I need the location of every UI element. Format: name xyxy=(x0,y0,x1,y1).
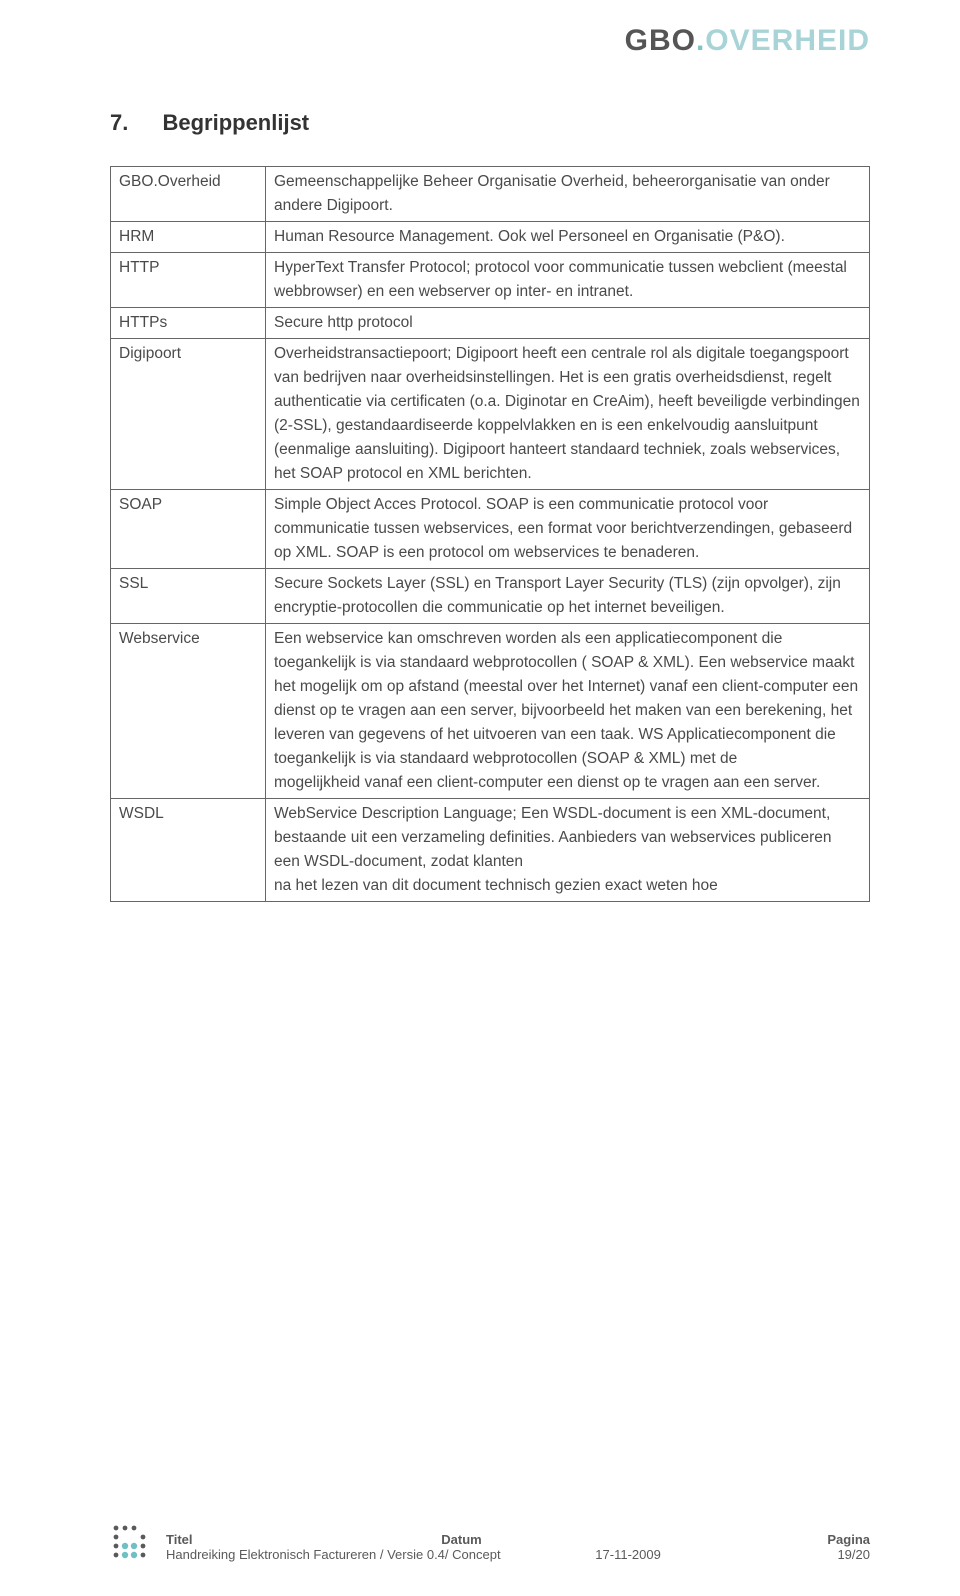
glossary-definition: Een webservice kan omschreven worden als… xyxy=(266,624,870,799)
heading-title: Begrippenlijst xyxy=(162,110,309,135)
brand-gbo: GBO xyxy=(625,24,696,57)
glossary-term: HTTPs xyxy=(111,308,266,339)
glossary-definition: HyperText Transfer Protocol; protocol vo… xyxy=(266,253,870,308)
glossary-definition: WebService Description Language; Een WSD… xyxy=(266,799,870,902)
page: GBO.OVERHEID 7. Begrippenlijst GBO.Overh… xyxy=(0,0,960,1596)
footer-logo-icon xyxy=(110,1522,154,1562)
glossary-tbody: GBO.OverheidGemeenschappelijke Beheer Or… xyxy=(111,167,870,902)
glossary-definition: Overheidstransactiepoort; Digipoort heef… xyxy=(266,339,870,490)
table-row: SSLSecure Sockets Layer (SSL) en Transpo… xyxy=(111,569,870,624)
footer-date: 17-11-2009 xyxy=(595,1547,715,1562)
glossary-definition: Secure http protocol xyxy=(266,308,870,339)
footer-value-row: Handreiking Elektronisch Factureren / Ve… xyxy=(166,1547,870,1562)
glossary-definition: Secure Sockets Layer (SSL) en Transport … xyxy=(266,569,870,624)
glossary-term: WSDL xyxy=(111,799,266,902)
table-row: GBO.OverheidGemeenschappelijke Beheer Or… xyxy=(111,167,870,222)
heading-number: 7. xyxy=(110,110,158,136)
footer-doc-title: Handreiking Elektronisch Factureren / Ve… xyxy=(166,1547,501,1562)
glossary-definition: Simple Object Acces Protocol. SOAP is ee… xyxy=(266,490,870,569)
page-footer: Titel Datum Pagina Handreiking Elektroni… xyxy=(110,1522,870,1562)
footer-label-pagina: Pagina xyxy=(810,1532,870,1547)
glossary-term: HRM xyxy=(111,222,266,253)
glossary-term: SSL xyxy=(111,569,266,624)
brand-logo: GBO.OVERHEID xyxy=(625,24,870,58)
glossary-term: HTTP xyxy=(111,253,266,308)
table-row: SOAPSimple Object Acces Protocol. SOAP i… xyxy=(111,490,870,569)
glossary-term: Webservice xyxy=(111,624,266,799)
brand-dot: . xyxy=(696,24,705,57)
table-row: WSDLWebService Description Language; Een… xyxy=(111,799,870,902)
table-row: HRMHuman Resource Management. Ook wel Pe… xyxy=(111,222,870,253)
table-row: HTTPHyperText Transfer Protocol; protoco… xyxy=(111,253,870,308)
footer-label-datum: Datum xyxy=(441,1532,561,1547)
table-row: WebserviceEen webservice kan omschreven … xyxy=(111,624,870,799)
footer-text: Titel Datum Pagina Handreiking Elektroni… xyxy=(166,1532,870,1562)
table-row: DigipoortOverheidstransactiepoort; Digip… xyxy=(111,339,870,490)
glossary-table: GBO.OverheidGemeenschappelijke Beheer Or… xyxy=(110,166,870,902)
section-heading: 7. Begrippenlijst xyxy=(110,110,870,136)
glossary-term: SOAP xyxy=(111,490,266,569)
glossary-definition: Human Resource Management. Ook wel Perso… xyxy=(266,222,870,253)
brand-overheid: OVERHEID xyxy=(705,24,870,57)
footer-page: 19/20 xyxy=(810,1547,870,1562)
footer-label-titel: Titel xyxy=(166,1532,193,1547)
table-row: HTTPsSecure http protocol xyxy=(111,308,870,339)
glossary-definition: Gemeenschappelijke Beheer Organisatie Ov… xyxy=(266,167,870,222)
glossary-term: Digipoort xyxy=(111,339,266,490)
glossary-term: GBO.Overheid xyxy=(111,167,266,222)
footer-header-row: Titel Datum Pagina xyxy=(166,1532,870,1547)
